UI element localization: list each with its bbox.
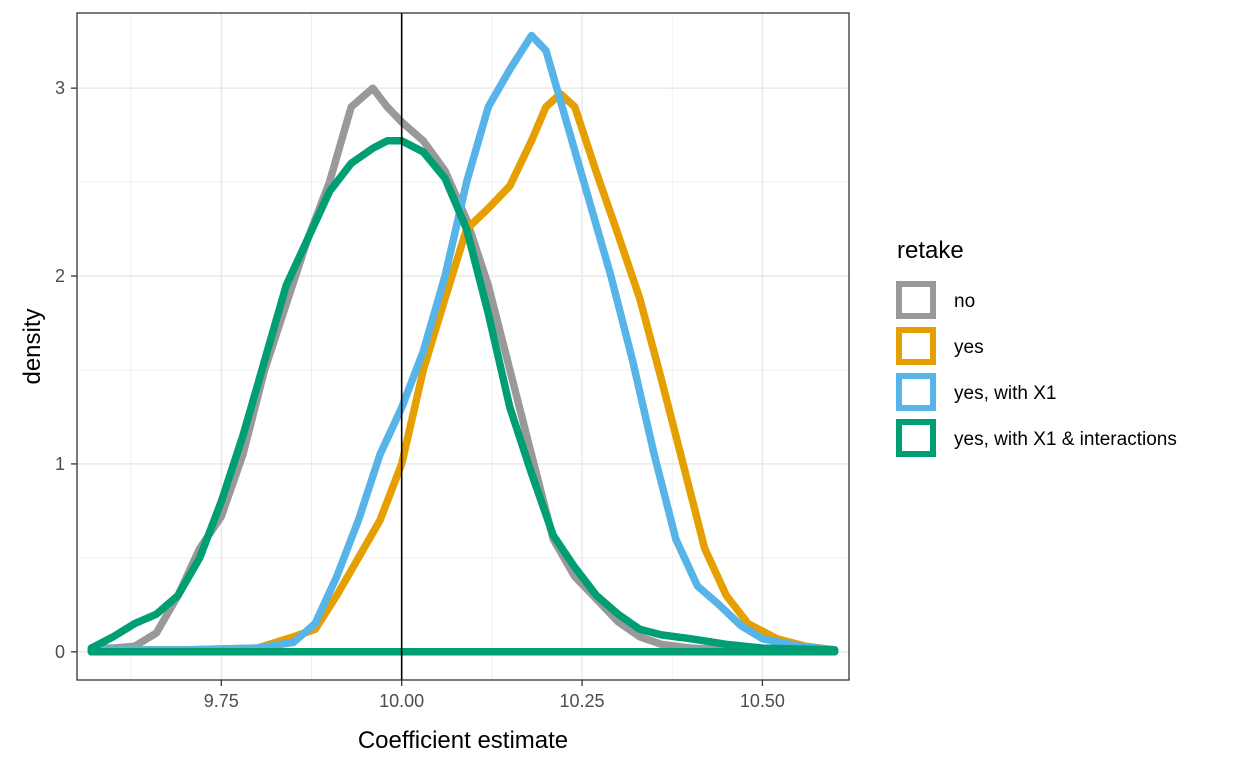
legend-key-2	[896, 327, 936, 365]
legend-key-4	[896, 419, 936, 457]
y-tick-label: 2	[55, 266, 65, 286]
axis-ticks: 9.75 10.00 10.25 10.50 0 1 2 3	[55, 78, 785, 711]
density-line-2	[87, 90, 839, 656]
legend-label-3: yes, with X1	[954, 383, 1056, 404]
x-axis-title: Coefficient estimate	[358, 727, 568, 754]
x-tick-label: 10.50	[740, 691, 785, 711]
legend-label-4: yes, with X1 & interactions	[954, 429, 1177, 450]
legend: retake no yes yes, with X1 yes, with X1 & i…	[896, 237, 1177, 457]
density-line-3	[87, 31, 839, 656]
legend-title: retake	[897, 237, 964, 264]
y-tick-label: 1	[55, 454, 65, 474]
legend-key-1	[896, 281, 936, 319]
legend-label-2: yes	[954, 337, 984, 358]
grid-lines	[77, 13, 849, 680]
y-tick-label: 3	[55, 78, 65, 98]
y-axis-title: density	[19, 308, 46, 384]
x-tick-label: 10.25	[560, 691, 605, 711]
x-tick-label: 9.75	[204, 691, 239, 711]
panel-border	[76, 12, 850, 681]
density-line-4	[87, 137, 839, 656]
y-tick-label: 0	[55, 642, 65, 662]
legend-key-3	[896, 373, 936, 411]
legend-label-1: no	[954, 291, 975, 312]
x-tick-label: 10.00	[379, 691, 424, 711]
density-series-layer	[87, 31, 839, 656]
